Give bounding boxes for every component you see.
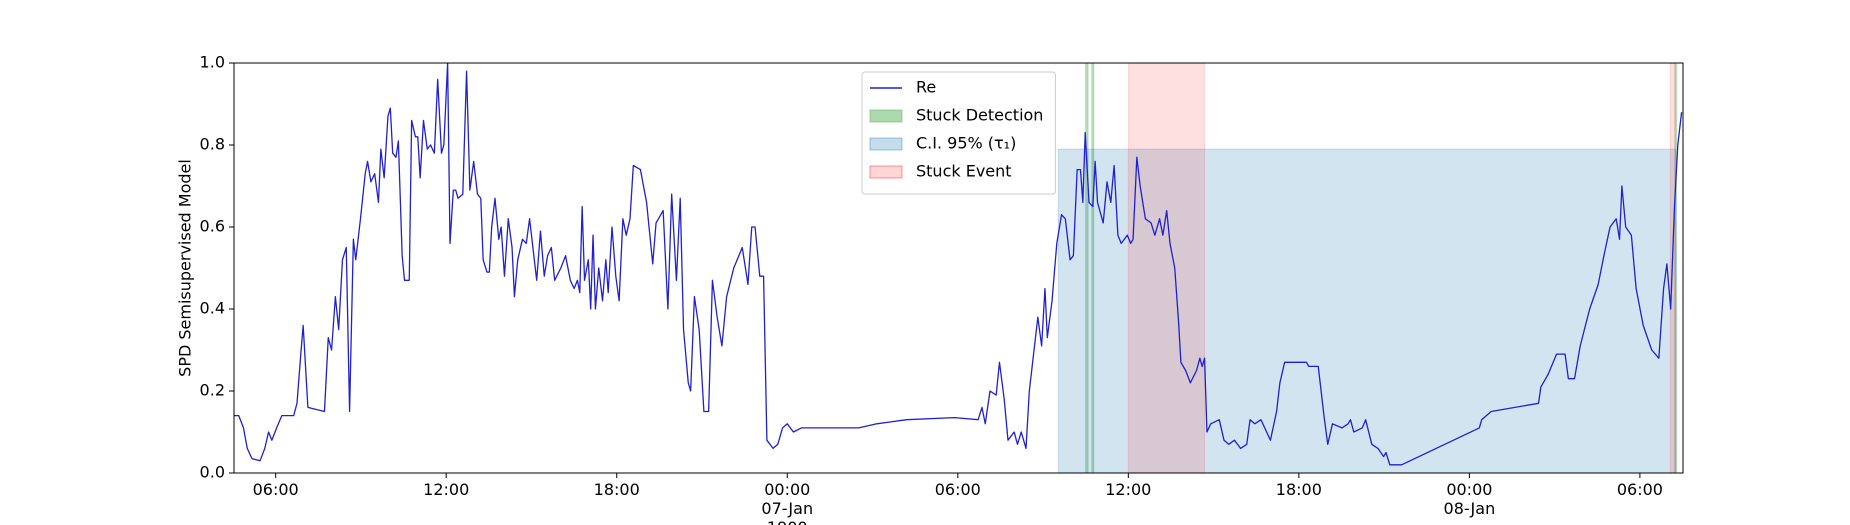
legend-patch (869, 165, 903, 179)
y-tick-label: 0.4 (200, 299, 225, 318)
spans (1057, 63, 1677, 473)
legend-label: Stuck Detection (916, 106, 1043, 125)
line (234, 63, 1683, 466)
legend-label: Stuck Event (916, 162, 1012, 181)
y-axis-label: SPD Semisupervised Model (176, 159, 195, 377)
x-tick-label: 18:00 (1276, 480, 1322, 499)
y-tick-label: 1.0 (200, 53, 225, 72)
x-tick-label: 06:00 (253, 480, 299, 499)
span (1091, 63, 1095, 473)
x-tick-label: 12:00 (1105, 480, 1151, 499)
y-tick-label: 0.2 (200, 381, 225, 400)
legend-label: C.I. 95% (τ₁) (916, 134, 1016, 153)
span (1057, 148, 1677, 473)
span (1127, 63, 1206, 473)
y-tick-label: 0.6 (200, 217, 225, 236)
legend-patch (869, 109, 903, 123)
plot-frame (233, 62, 1684, 474)
legend-patch (869, 137, 903, 151)
x-tick-label: 06:00 (1617, 480, 1663, 499)
x-tick-label: 18:00 (594, 480, 640, 499)
y-tick-label: 0.0 (200, 463, 225, 482)
legend-label: Re (916, 78, 936, 97)
span (1085, 63, 1089, 473)
y-tick-label: 0.8 (200, 135, 225, 154)
legend-box (861, 71, 1056, 195)
x-tick-label: 00:00 08-Jan (1444, 480, 1496, 518)
span (1674, 63, 1677, 473)
legend: Re Stuck Detection C.I. 95% (τ₁) Stuck Even… (861, 71, 1056, 195)
x-tick-label: 06:00 (935, 480, 981, 499)
x-tick-label: 12:00 (423, 480, 469, 499)
